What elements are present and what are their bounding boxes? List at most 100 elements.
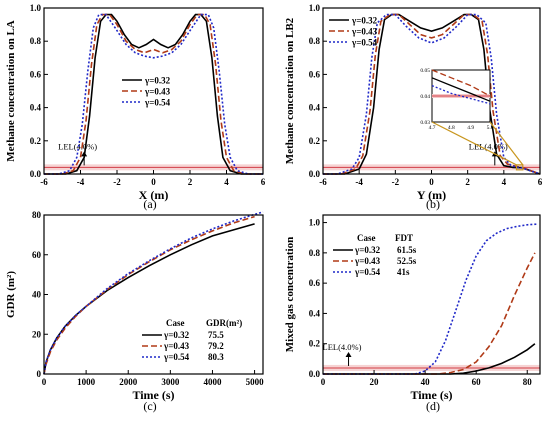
- legend-entry: γ=0.54: [354, 267, 381, 277]
- y-tick-label: 1.0: [309, 3, 321, 13]
- x-tick-label: 4: [502, 177, 507, 187]
- legend: Case FDT γ=0.32 61.5s γ=0.43 52.5s γ=0.54 41s: [333, 233, 417, 277]
- y-tick-label: 0.2: [30, 136, 42, 146]
- chart-panel-a: LEL(4.0%) -6 -4 -2 0 2 4 6 0.0 0.2 0.4 0.6 0.8 1.0 X (…: [5, 3, 266, 211]
- y-tick-label: 0: [37, 369, 42, 379]
- lel-arrow-head: [345, 351, 352, 357]
- y-tick-label: 0.0: [30, 169, 42, 179]
- axes-frame: [322, 214, 541, 375]
- x-tick-label: 1000: [77, 377, 96, 387]
- y-tick-label: 0.0: [309, 369, 321, 379]
- y-tick-label: 0.6: [309, 278, 321, 288]
- legend-entry: γ=0.43: [354, 256, 381, 266]
- y-tick-label: 0.6: [309, 69, 321, 79]
- y-tick-label: 0.4: [30, 103, 42, 113]
- series-line-inset-2: [431, 69, 491, 97]
- x-axis-label: X (m): [139, 188, 169, 202]
- x-tick-label: 20: [370, 377, 380, 387]
- series-line-inset-1: [431, 77, 491, 102]
- x-axis-label: Time (s): [132, 388, 174, 402]
- x-tick-label: 2000: [119, 377, 138, 387]
- axes-frame: [43, 214, 264, 375]
- series-line-c-3: [43, 211, 264, 375]
- series-line-a-2: [44, 13, 263, 175]
- legend-entry: γ=0.54: [163, 352, 190, 362]
- y-tick-label: 0.8: [309, 248, 321, 258]
- inset-x-tick-label: 4.8: [448, 125, 455, 131]
- x-axis-label: Y (m): [417, 188, 446, 202]
- x-tick-label: -6: [319, 177, 327, 187]
- y-tick-label: 0.4: [309, 308, 321, 318]
- legend-entry: γ=0.43: [163, 341, 190, 351]
- x-tick-label: 60: [472, 377, 482, 387]
- lel-label: LEL(4.0%): [58, 141, 97, 151]
- legend-entry: γ=0.43: [144, 87, 171, 97]
- x-tick-label: 4: [224, 177, 229, 187]
- y-tick-label: 0.4: [309, 103, 321, 113]
- x-tick-label: 6: [261, 177, 266, 187]
- y-tick-label: 0.6: [30, 69, 42, 79]
- y-axis-label: Methane concentration on LA: [5, 20, 17, 162]
- panel-label: (d): [426, 399, 440, 413]
- inset-x-tick-label: 4.9: [467, 125, 474, 131]
- panel-label: (c): [143, 399, 156, 413]
- y-tick-label: 1.0: [30, 3, 42, 13]
- legend-header-value: FDT: [395, 233, 413, 243]
- x-tick-label: -4: [77, 177, 85, 187]
- x-axis-label: Time (s): [410, 388, 452, 402]
- x-tick-label: 6: [538, 177, 543, 187]
- legend-value: 52.5s: [397, 256, 417, 266]
- zoom-connector: [489, 121, 524, 166]
- x-tick-label: 0: [429, 177, 434, 187]
- y-tick-label: 0.2: [309, 339, 321, 349]
- x-tick-label: 5000: [246, 377, 265, 387]
- y-tick-label: 0.8: [309, 36, 321, 46]
- legend-value: 79.2: [208, 341, 224, 351]
- legend: γ=0.32γ=0.43γ=0.54: [329, 16, 378, 48]
- y-axis-label: GDR (m²): [5, 271, 17, 318]
- inset: 4.7 4.8 4.9 5.0 0.03 0.04 0.05: [420, 68, 493, 131]
- legend-entry: γ=0.32: [163, 330, 190, 340]
- panel-label: (a): [143, 197, 156, 211]
- x-tick-label: 40: [421, 377, 431, 387]
- inset-x-tick-label: 4.7: [429, 125, 436, 131]
- zoom-box: [515, 164, 524, 171]
- legend-value: 80.3: [208, 352, 224, 362]
- legend-value: 75.5: [208, 330, 224, 340]
- legend-header-case: Case: [357, 233, 376, 243]
- inset-y-tick-label: 0.03: [420, 120, 430, 126]
- y-tick-label: 0.8: [30, 36, 42, 46]
- legend-value: 41s: [397, 267, 410, 277]
- legend-entry: γ=0.43: [351, 27, 378, 37]
- y-tick-label: 0.2: [309, 136, 321, 146]
- x-tick-label: -2: [113, 177, 121, 187]
- legend-entry: γ=0.32: [351, 16, 378, 26]
- lel-label: LEL(4.0%): [323, 342, 362, 352]
- x-tick-label: 2: [188, 177, 193, 187]
- y-tick-label: 40: [32, 290, 42, 300]
- series-line-d-3: [323, 223, 538, 375]
- legend-entry: γ=0.32: [144, 76, 171, 86]
- x-tick-label: 0: [42, 377, 47, 387]
- legend-entry: γ=0.32: [354, 245, 381, 255]
- y-axis-label: Methane concentration on LB2: [284, 17, 296, 164]
- inset-y-tick-label: 0.04: [420, 94, 430, 100]
- inset-x-tick-label: 5.0: [487, 125, 494, 131]
- panel-label: (b): [426, 197, 440, 211]
- legend-entry: γ=0.54: [144, 98, 171, 108]
- y-tick-label: 1.0: [309, 218, 321, 228]
- x-tick-label: 0: [151, 177, 156, 187]
- x-tick-label: 3000: [161, 377, 180, 387]
- legend: Case GDR(m²) γ=0.32 75.5 γ=0.43 79.2 γ=0.54 80.…: [142, 318, 242, 362]
- x-tick-label: 4000: [203, 377, 222, 387]
- x-tick-label: 2: [465, 177, 470, 187]
- zoom-connector: [431, 121, 517, 166]
- x-tick-label: -2: [392, 177, 400, 187]
- legend-entry: γ=0.54: [351, 38, 378, 48]
- lel-label: LEL(4.0%): [469, 141, 508, 151]
- y-tick-label: 0.0: [309, 169, 321, 179]
- y-tick-label: 80: [32, 210, 42, 220]
- x-tick-label: -4: [355, 177, 363, 187]
- legend-header-case: Case: [166, 318, 185, 328]
